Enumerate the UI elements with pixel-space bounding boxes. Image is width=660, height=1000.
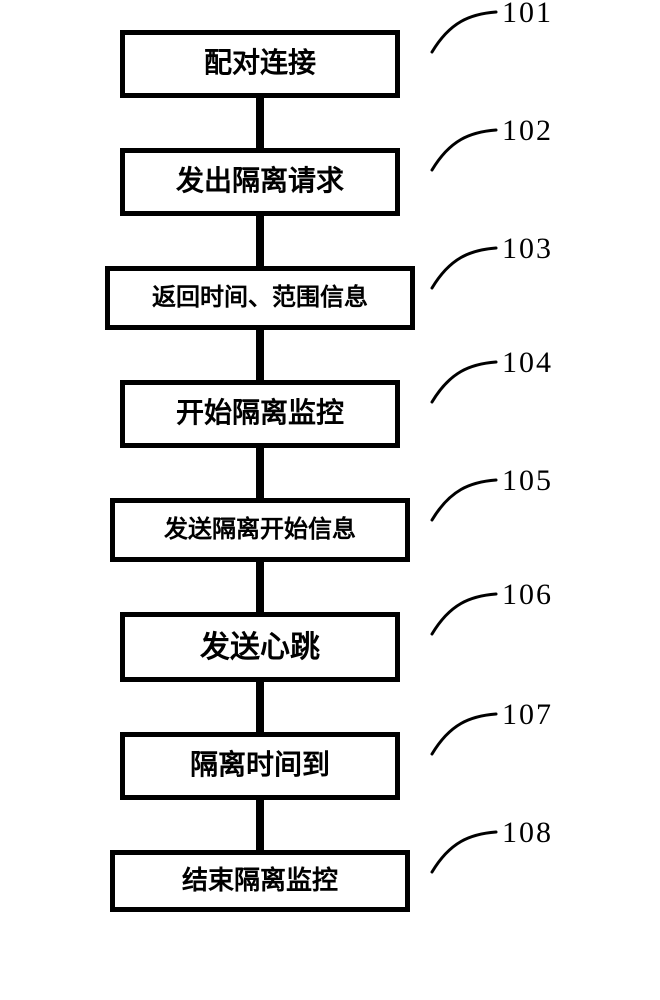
step-number: 107 [502,698,553,732]
step-label-105: 105 [430,470,610,530]
flow-node-n107: 隔离时间到 [120,732,400,800]
step-label-103: 103 [430,238,610,298]
lead-line-icon [430,704,500,759]
step-number: 106 [502,578,553,612]
lead-line-icon [430,238,500,293]
step-label-107: 107 [430,704,610,764]
flow-node-n102: 发出隔离请求 [120,148,400,216]
flow-node-n106: 发送心跳 [120,612,400,682]
step-number: 102 [502,114,553,148]
flow-node-label: 发送隔离开始信息 [164,517,356,543]
flow-connector [256,682,264,732]
lead-line-icon [430,2,500,57]
step-number: 105 [502,464,553,498]
step-label-102: 102 [430,120,610,180]
flow-node-label: 发送心跳 [200,631,320,664]
step-label-106: 106 [430,584,610,644]
flow-node-n103: 返回时间、范围信息 [105,266,415,330]
step-number: 104 [502,346,553,380]
flow-node-n108: 结束隔离监控 [110,850,410,912]
flowchart: 配对连接发出隔离请求返回时间、范围信息开始隔离监控发送隔离开始信息发送心跳隔离时… [100,30,420,912]
flow-connector [256,330,264,380]
lead-line-icon [430,584,500,639]
flow-node-n101: 配对连接 [120,30,400,98]
flow-connector [256,448,264,498]
flow-connector [256,216,264,266]
step-number: 108 [502,816,553,850]
flow-node-n105: 发送隔离开始信息 [110,498,410,562]
step-label-101: 101 [430,2,610,62]
lead-line-icon [430,120,500,175]
flow-node-label: 隔离时间到 [190,751,330,782]
flow-node-label: 配对连接 [204,49,316,80]
flow-connector [256,562,264,612]
flow-node-label: 结束隔离监控 [182,867,338,896]
flow-node-label: 返回时间、范围信息 [152,285,368,311]
step-number: 101 [502,0,553,30]
step-label-104: 104 [430,352,610,412]
lead-line-icon [430,822,500,877]
flow-node-n104: 开始隔离监控 [120,380,400,448]
step-label-108: 108 [430,822,610,882]
canvas: 配对连接发出隔离请求返回时间、范围信息开始隔离监控发送隔离开始信息发送心跳隔离时… [0,0,660,1000]
flow-connector [256,98,264,148]
flow-node-label: 开始隔离监控 [176,399,344,430]
lead-line-icon [430,470,500,525]
flow-node-label: 发出隔离请求 [176,167,344,198]
step-number: 103 [502,232,553,266]
lead-line-icon [430,352,500,407]
flow-connector [256,800,264,850]
